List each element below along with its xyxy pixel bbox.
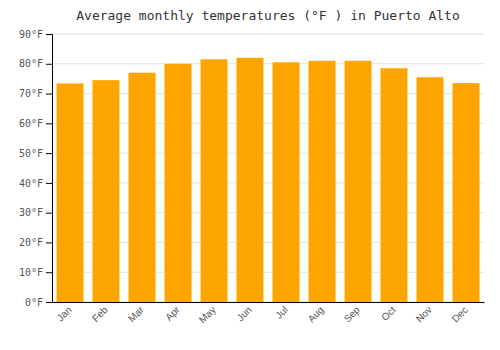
bar [57, 83, 84, 302]
x-tick-label: Apr [163, 304, 182, 323]
plot: 0°F 10°F 20°F 30°F 40°F 50°F 60°F 70°F 80°F 90°F J… [19, 29, 485, 326]
y-tick: 50°F [19, 148, 52, 159]
y-tick: 90°F [19, 29, 52, 40]
y-tick-mark [46, 153, 52, 154]
y-tick: 60°F [19, 118, 52, 129]
y-tick-mark [46, 272, 52, 273]
bar [417, 77, 444, 302]
y-tick-mark [46, 94, 52, 95]
x-tick-label: Jun [235, 304, 254, 323]
x-tick: Jan [55, 304, 74, 323]
y-tick-mark [46, 213, 52, 214]
bar [165, 64, 192, 302]
y-tick-label: 70°F [19, 88, 43, 99]
bar [273, 62, 300, 302]
grid [52, 34, 484, 302]
x-tick-label: Jul [273, 304, 290, 321]
y-tick-label: 50°F [19, 148, 43, 159]
chart: 0°F 10°F 20°F 30°F 40°F 50°F 60°F 70°F 80°F 90°F J… [0, 0, 500, 350]
x-tick: Mar [126, 304, 146, 324]
bar [129, 73, 156, 302]
y-axis: 0°F 10°F 20°F 30°F 40°F 50°F 60°F 70°F 80°F 90°F [19, 29, 53, 308]
y-tick: 20°F [19, 237, 52, 248]
title: Average monthly temperatures (°F ) in Pu… [76, 8, 460, 23]
y-tick: 0°F [25, 297, 52, 308]
bar [237, 58, 264, 302]
x-tick: Aug [306, 304, 326, 324]
y-tick-label: 30°F [19, 207, 43, 218]
bar [345, 61, 372, 302]
y-tick-mark [46, 64, 52, 65]
x-axis-line [53, 302, 485, 303]
bars [57, 58, 480, 302]
x-tick: Sep [342, 304, 363, 325]
y-tick: 10°F [19, 267, 52, 278]
y-tick-mark [46, 302, 52, 303]
bar [381, 68, 408, 302]
y-tick-label: 60°F [19, 118, 43, 129]
y-axis-line [46, 35, 53, 303]
y-tick-label: 40°F [19, 178, 43, 189]
x-tick-label: Sep [342, 304, 363, 325]
x-tick-label: May [197, 304, 218, 325]
bar [309, 61, 336, 302]
y-tick-label: 80°F [19, 58, 43, 69]
bar [93, 80, 120, 302]
bar [453, 83, 480, 302]
x-axis: Jan Feb Mar Apr May Jun Jul Aug Sep Oct Nov Dec [53, 303, 485, 326]
y-tick: 80°F [19, 58, 52, 69]
x-tick-label: Oct [379, 304, 398, 323]
x-tick-label: Nov [414, 304, 434, 324]
x-tick-label: Mar [126, 304, 146, 324]
x-tick-label: Jan [55, 304, 74, 323]
y-tick-mark [46, 123, 52, 124]
y-tick-label: 20°F [19, 237, 43, 248]
y-tick-mark [46, 34, 52, 35]
x-tick: Oct [379, 304, 398, 323]
y-tick-label: 0°F [25, 297, 43, 308]
x-tick: Nov [414, 304, 434, 324]
y-tick: 30°F [19, 207, 52, 218]
y-tick: 40°F [19, 178, 52, 189]
x-tick: May [197, 304, 218, 325]
grid-line [52, 34, 484, 35]
y-tick-mark [46, 242, 52, 243]
y-tick-mark [46, 183, 52, 184]
grid-line [52, 63, 484, 64]
y-tick-label: 10°F [19, 267, 43, 278]
x-tick: Feb [90, 304, 110, 324]
y-tick-label: 90°F [19, 29, 43, 40]
x-tick: Dec [450, 304, 470, 324]
bar [201, 59, 228, 302]
x-tick: Jul [273, 304, 290, 321]
x-tick-label: Feb [90, 304, 110, 324]
y-tick: 70°F [19, 88, 52, 99]
x-tick: Jun [235, 304, 254, 323]
x-tick: Apr [163, 304, 182, 323]
x-tick-label: Aug [306, 304, 326, 324]
x-tick-label: Dec [450, 304, 470, 324]
